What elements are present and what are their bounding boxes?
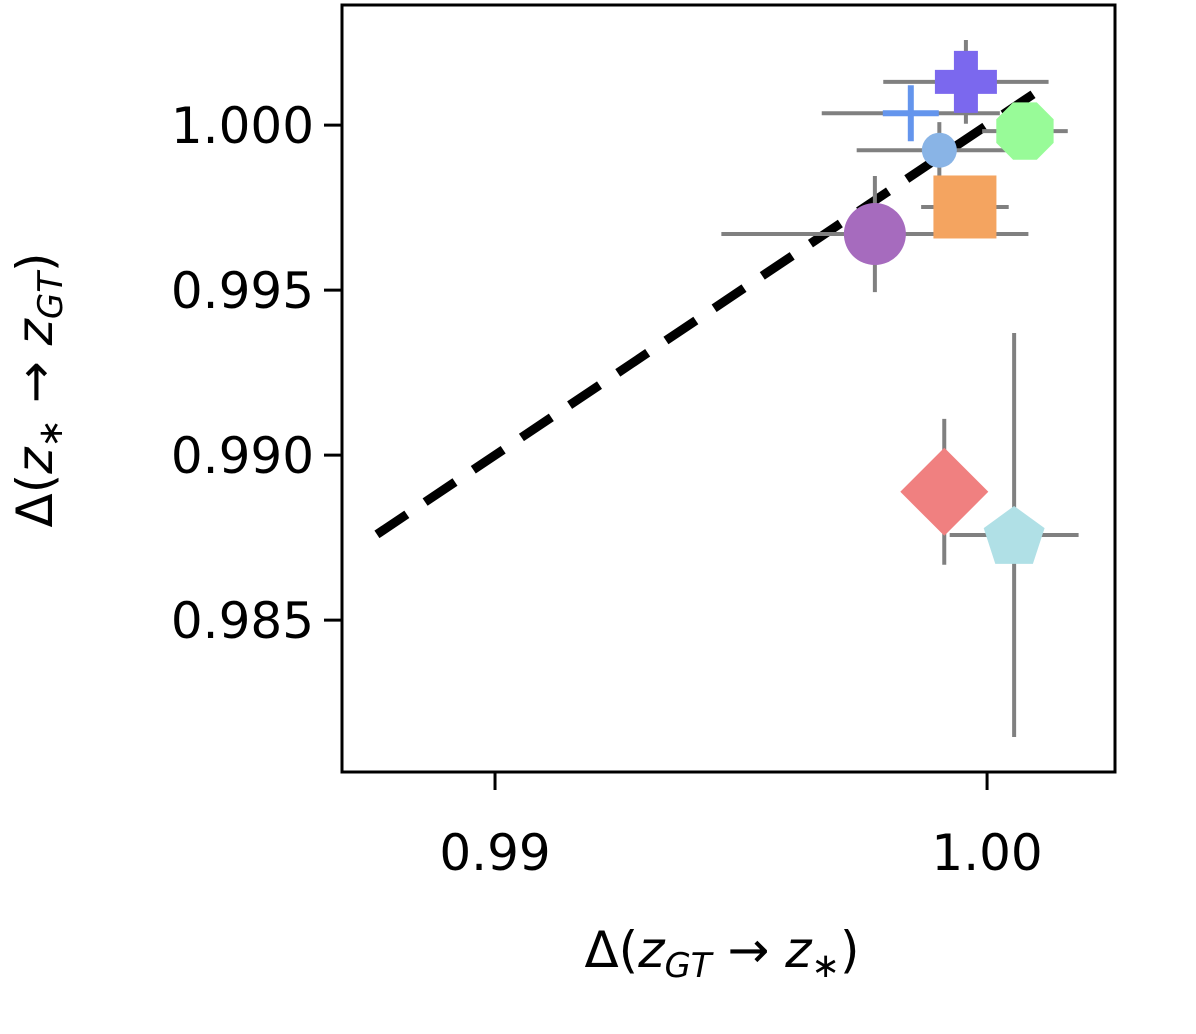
octagon-marker (996, 102, 1054, 160)
small-circle-marker (921, 132, 957, 168)
square-marker (933, 175, 997, 239)
axis-ticks: 0.99 1.00 0.985 0.990 0.995 1.000 (171, 97, 1043, 882)
y-tick-label: 0.995 (171, 262, 314, 320)
circle-marker (843, 203, 906, 266)
x-tick-label: 0.99 (439, 824, 550, 882)
x-tick-label: 1.00 (931, 824, 1042, 882)
plot-frame (340, 3, 1117, 774)
y-tick-label: 1.000 (171, 97, 314, 155)
data-points (843, 50, 1054, 564)
y-tick-label: 0.990 (171, 427, 314, 485)
plus-marker (882, 85, 939, 142)
diamond-marker (900, 447, 989, 536)
y-tick-label: 0.985 (171, 592, 314, 650)
plus-filled-marker (934, 50, 997, 113)
y-axis-label: Δ(z∗ → zGT) (6, 252, 71, 527)
x-axis-label: Δ(zGT → z∗) (584, 921, 859, 986)
pentagon-marker (983, 506, 1045, 564)
